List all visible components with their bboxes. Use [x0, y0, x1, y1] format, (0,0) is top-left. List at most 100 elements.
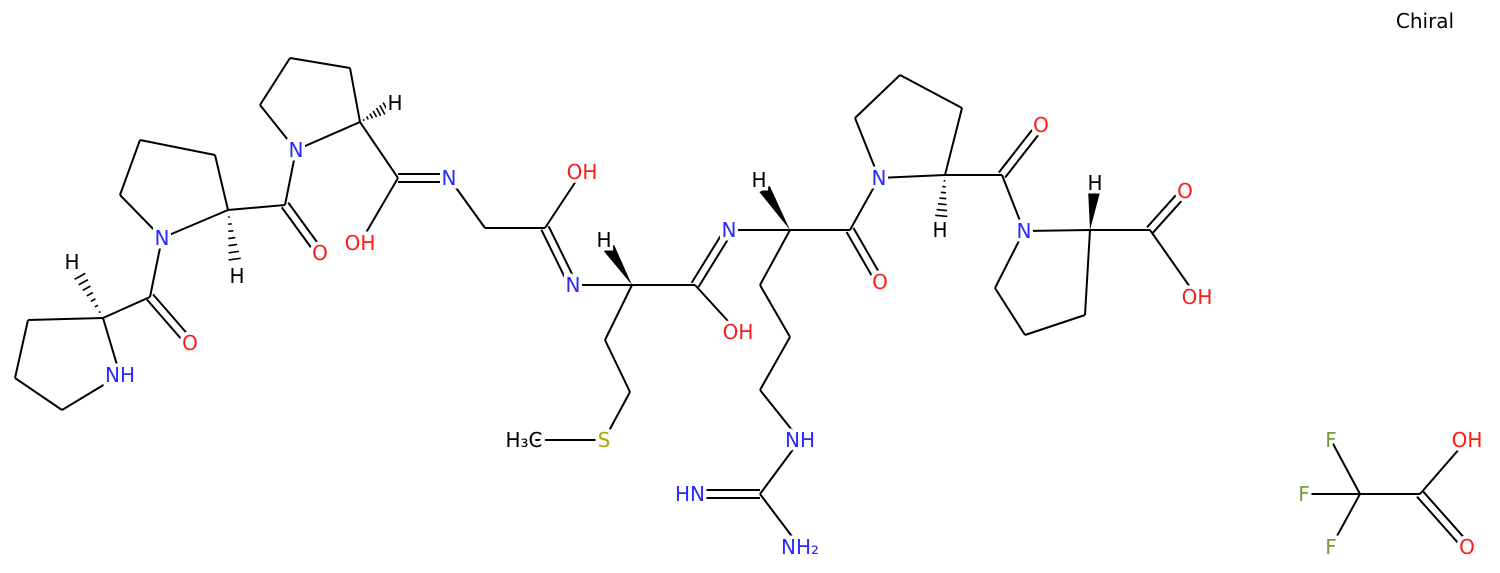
bond — [994, 230, 1025, 289]
atom-label: HN — [675, 482, 705, 506]
bond — [694, 284, 739, 333]
bond — [994, 287, 1026, 336]
bold-wedge — [1088, 190, 1101, 230]
chirality-label: Chiral — [1396, 9, 1454, 33]
bold-wedge — [759, 185, 790, 230]
bond — [61, 374, 121, 411]
bond — [852, 227, 885, 281]
bond — [289, 57, 351, 69]
bond — [697, 231, 734, 288]
hashed-wedge — [382, 102, 390, 114]
atom-label: NH — [785, 428, 815, 452]
hashed-wedge — [379, 104, 386, 115]
atom-label: N — [1017, 219, 1032, 243]
atom-label: OH — [723, 320, 754, 344]
atom-label: O — [312, 241, 328, 265]
bond — [1419, 439, 1468, 495]
bond — [359, 177, 399, 244]
bond — [152, 293, 194, 342]
hashed-wedge — [228, 257, 241, 261]
bond — [998, 121, 1039, 174]
bond — [759, 493, 801, 548]
atom-label: F — [1325, 428, 1337, 452]
bond — [119, 139, 141, 196]
bond — [259, 57, 291, 106]
bond — [295, 121, 361, 151]
atom-label: OH — [345, 231, 376, 255]
hashed-wedge — [86, 291, 94, 297]
atom-label: OH — [1452, 428, 1483, 452]
atom-label: S — [598, 428, 611, 452]
hashed-wedge — [228, 236, 236, 240]
hashed-wedge — [90, 298, 96, 303]
bond — [1023, 229, 1091, 232]
atom-label: NH — [105, 363, 135, 387]
bond — [944, 107, 963, 176]
hashed-wedge — [939, 197, 947, 200]
atom-label: H — [64, 250, 79, 274]
bond — [604, 284, 633, 341]
atom-label: N — [722, 218, 737, 242]
bond — [1422, 490, 1471, 546]
hashed-wedge — [936, 208, 948, 212]
atom-label: H — [387, 91, 402, 115]
bond — [1416, 495, 1465, 551]
bond — [161, 209, 229, 239]
bond — [1004, 126, 1045, 179]
atom-label: OH — [567, 160, 598, 184]
atom-label: N — [155, 226, 170, 250]
bond — [547, 225, 578, 284]
bond — [14, 319, 29, 379]
hashed-wedge — [228, 243, 238, 247]
bond — [1146, 187, 1183, 228]
bond — [1084, 229, 1091, 316]
atom-label: H₃C — [505, 428, 542, 452]
bond — [149, 237, 163, 298]
bond — [1152, 193, 1189, 234]
atom-label: H — [932, 218, 947, 242]
bond — [102, 296, 151, 319]
bond — [690, 227, 727, 284]
atom-label: O — [1459, 535, 1475, 559]
atom-label: N — [566, 273, 581, 297]
hashed-wedge — [78, 279, 89, 286]
bond — [349, 67, 361, 123]
atom-label: H — [751, 168, 766, 192]
atom-label: N — [872, 166, 887, 190]
bond — [899, 74, 963, 109]
bond — [854, 117, 880, 179]
bond — [759, 439, 801, 495]
bonds — [14, 57, 1471, 551]
bond — [1330, 493, 1361, 548]
bond — [604, 339, 631, 393]
bond — [280, 206, 318, 256]
bond — [448, 177, 486, 229]
hashed-wedge — [98, 310, 101, 314]
hashed-wedge — [82, 285, 91, 292]
bond — [759, 389, 801, 441]
bond — [759, 229, 791, 286]
bond — [1001, 174, 1025, 232]
hashed-wedge — [365, 116, 369, 120]
hashed-wedge — [369, 113, 374, 119]
bond — [139, 139, 216, 156]
bond — [540, 229, 571, 288]
atom-label: F — [1298, 482, 1310, 506]
atom-label: O — [872, 270, 888, 294]
hashed-wedge — [94, 304, 99, 308]
bond — [146, 298, 188, 347]
bond — [227, 204, 286, 211]
atom-label: O — [1033, 113, 1049, 137]
atom-label: NH₂ — [781, 535, 819, 559]
bond — [1330, 439, 1361, 495]
bond — [1024, 314, 1086, 336]
atom-label: OH — [1182, 285, 1213, 309]
bond — [1149, 229, 1198, 298]
hashed-wedge — [228, 250, 240, 254]
atom-label: O — [1177, 179, 1193, 203]
hashed-wedge — [375, 107, 382, 117]
bond — [544, 171, 583, 229]
bond — [849, 177, 880, 231]
bond — [14, 377, 63, 411]
